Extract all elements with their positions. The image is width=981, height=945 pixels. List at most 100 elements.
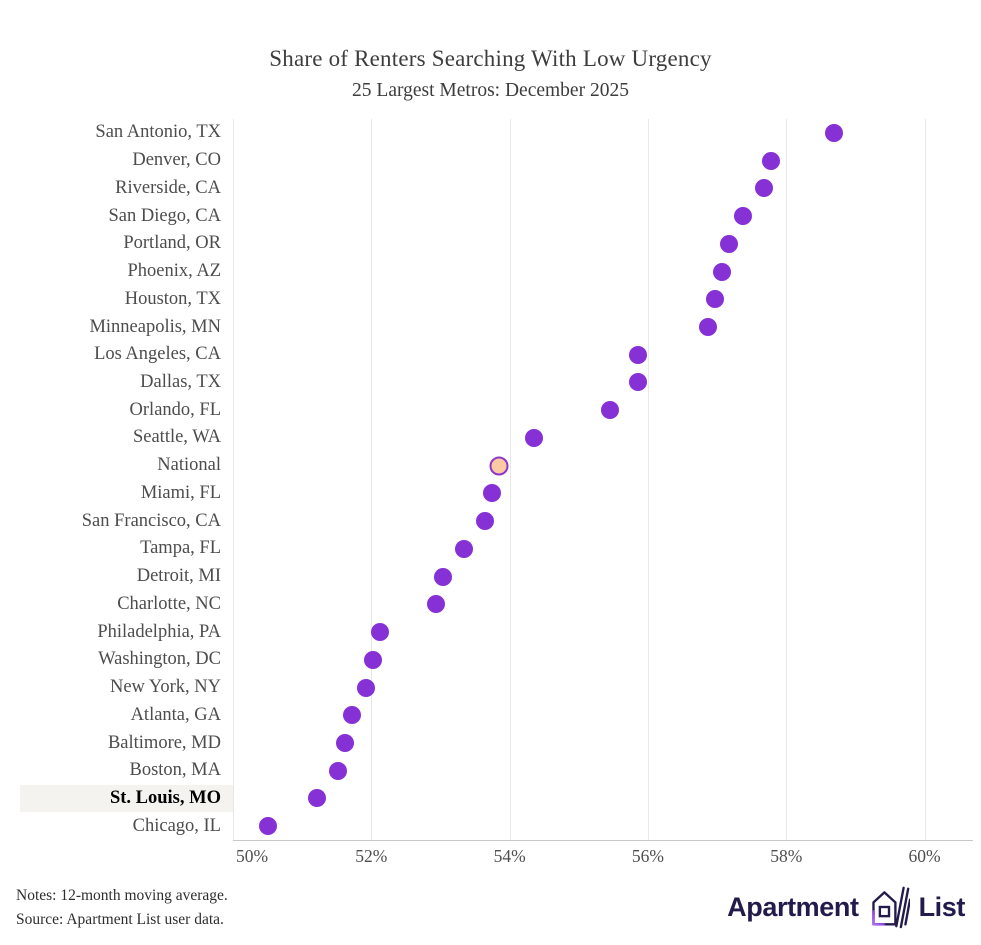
- row-label: Philadelphia, PA: [97, 621, 221, 642]
- data-point-dot: [482, 484, 501, 503]
- x-tick-label: 54%: [493, 846, 526, 866]
- row-plot-area: [233, 757, 981, 785]
- data-point-dot: [601, 401, 620, 420]
- grid-line: [647, 119, 649, 840]
- data-point-dot: [307, 789, 326, 808]
- data-point-dot: [713, 262, 732, 281]
- data-point-dot: [426, 595, 445, 614]
- chart-row: Dallas, TX: [0, 369, 981, 397]
- national-data-point-dot: [489, 456, 509, 476]
- chart-row: Washington, DC: [0, 646, 981, 674]
- chart-row: Minneapolis, MN: [0, 313, 981, 341]
- chart-row: Detroit, MI: [0, 563, 981, 591]
- data-point-dot: [755, 179, 774, 198]
- row-label: Boston, MA: [129, 760, 222, 781]
- row-plot-area: [233, 618, 981, 646]
- row-label: Denver, CO: [132, 150, 221, 171]
- data-point-dot: [825, 123, 844, 142]
- row-label: Portland, OR: [123, 233, 221, 254]
- row-plot-area: [233, 507, 981, 535]
- x-tick-label: 58%: [770, 846, 803, 866]
- x-tick-label: 52%: [355, 846, 388, 866]
- x-axis-tick-labels: 50% 52% 54% 56% 58% 60%: [233, 846, 973, 872]
- chart-row: Miami, FL: [0, 480, 981, 508]
- chart-title: Share of Renters Searching With Low Urge…: [269, 46, 712, 71]
- row-label: Washington, DC: [98, 649, 221, 670]
- grid-layer: [233, 119, 973, 840]
- logo-word-apartment: Apartment: [727, 891, 859, 922]
- row-plot-area: [233, 563, 981, 591]
- data-point-dot: [524, 428, 543, 447]
- chart-row: Chicago, IL: [0, 812, 981, 840]
- grid-line: [509, 119, 511, 840]
- data-point-dot: [629, 345, 648, 364]
- row-label: National: [157, 455, 221, 476]
- data-point-dot: [356, 678, 375, 697]
- data-point-dot: [629, 373, 648, 392]
- row-label: Phoenix, AZ: [127, 261, 221, 282]
- grid-line: [786, 119, 788, 840]
- data-point-dot: [762, 151, 781, 170]
- row-plot-area: [233, 119, 981, 147]
- grid-line: [233, 119, 234, 840]
- row-label: Baltimore, MD: [107, 732, 221, 753]
- data-point-dot: [699, 318, 718, 336]
- data-point-dot: [454, 539, 473, 558]
- data-point-dot: [720, 234, 739, 253]
- chart-row: Denver, CO: [0, 147, 981, 175]
- chart-row: San Diego, CA: [0, 202, 981, 230]
- row-label: Seattle, WA: [132, 427, 221, 448]
- data-point-dot: [734, 207, 753, 226]
- row-plot-area: [233, 313, 981, 341]
- data-point-dot: [335, 734, 354, 753]
- data-point-dot: [342, 706, 361, 725]
- chart-row: Charlotte, NC: [0, 590, 981, 618]
- x-tick-label: 56%: [631, 846, 664, 866]
- row-label: Miami, FL: [140, 482, 221, 503]
- chart-row: Orlando, FL: [0, 396, 981, 424]
- row-plot-area: [233, 535, 981, 563]
- row-plot-area: [233, 701, 981, 729]
- row-label: Dallas, TX: [140, 371, 221, 392]
- row-label: San Francisco, CA: [81, 510, 221, 531]
- house-icon: [868, 884, 910, 930]
- row-plot-area: [233, 369, 981, 397]
- row-label: St. Louis, MO: [20, 784, 233, 813]
- chart-row: Portland, OR: [0, 230, 981, 258]
- row-label: Los Angeles, CA: [94, 344, 221, 365]
- row-plot-area: [233, 174, 981, 202]
- apartment-list-logo: Apartment List: [727, 884, 965, 930]
- row-plot-area: [233, 424, 981, 452]
- data-point-dot: [475, 512, 494, 531]
- chart-row: Tampa, FL: [0, 535, 981, 563]
- row-label: Minneapolis, MN: [89, 316, 221, 337]
- row-plot-area: [233, 341, 981, 369]
- chart-row: Seattle, WA: [0, 424, 981, 452]
- data-point-dot: [433, 567, 452, 586]
- row-label: Riverside, CA: [115, 177, 221, 198]
- chart-row: Atlanta, GA: [0, 701, 981, 729]
- data-point-dot: [363, 650, 382, 669]
- footer-notes: Notes: 12-month moving average. Source: …: [16, 884, 228, 932]
- row-label: San Antonio, TX: [95, 122, 221, 143]
- chart-row: Houston, TX: [0, 285, 981, 313]
- row-label: Chicago, IL: [132, 815, 221, 836]
- chart-row: Philadelphia, PA: [0, 618, 981, 646]
- row-plot-area: [233, 202, 981, 230]
- notes-line: Notes: 12-month moving average.: [16, 887, 228, 904]
- chart-row: San Francisco, CA: [0, 507, 981, 535]
- row-plot-area: [233, 812, 981, 840]
- row-plot-area: [233, 480, 981, 508]
- row-plot-area: [233, 258, 981, 286]
- chart-row: Boston, MA: [0, 757, 981, 785]
- row-label: San Diego, CA: [108, 205, 221, 226]
- x-tick-label: 60%: [908, 846, 941, 866]
- data-point-dot: [328, 761, 347, 780]
- chart-row: San Antonio, TX: [0, 119, 981, 147]
- chart-row: Baltimore, MD: [0, 729, 981, 757]
- row-label: Orlando, FL: [129, 399, 221, 420]
- row-plot-area: [233, 452, 981, 480]
- x-tick-label: 50%: [235, 846, 269, 866]
- row-plot-area: [233, 785, 981, 813]
